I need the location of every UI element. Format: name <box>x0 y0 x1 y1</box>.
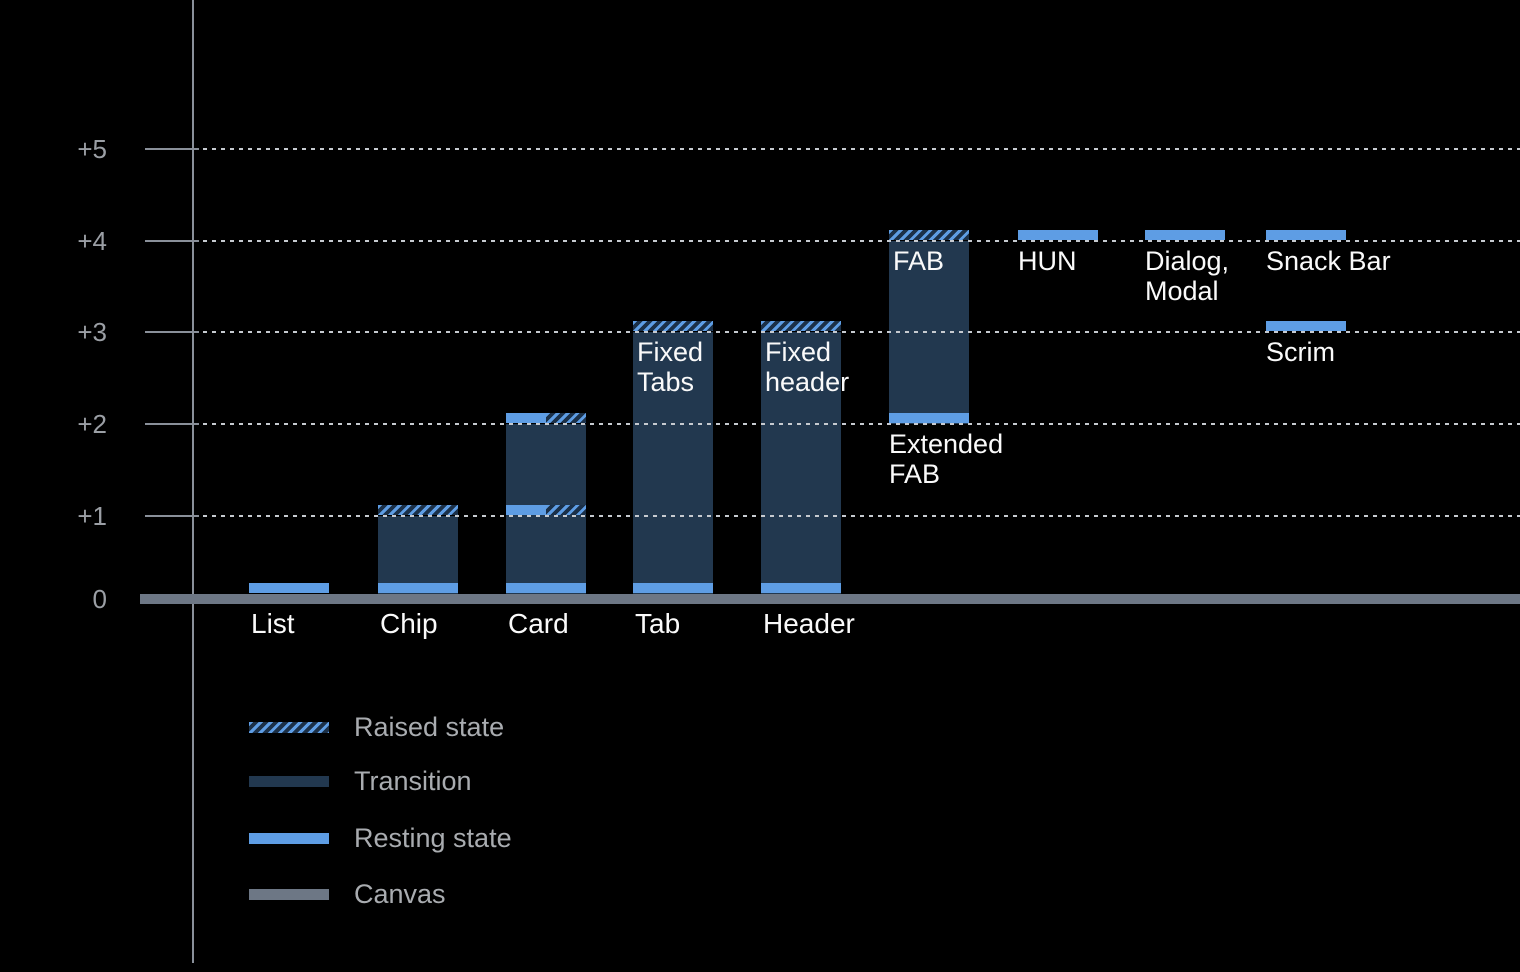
bar-hun-label: HUN <box>1018 246 1077 276</box>
bar-dialog-modal-resting-strip <box>1145 230 1225 240</box>
y-axis-tick <box>145 148 199 150</box>
bar-header-raised-strip <box>761 321 841 331</box>
gridline-level-1 <box>203 515 1520 517</box>
y-axis-tick <box>145 423 199 425</box>
bar-card-split-strip <box>506 505 586 515</box>
y-tick-label: +5 <box>77 134 107 164</box>
x-axis-label-header: Header <box>763 608 855 639</box>
legend-label-transition: Transition <box>354 765 472 796</box>
bar-list-resting-strip <box>249 583 329 593</box>
raised-half <box>546 505 586 515</box>
y-tick-label: 0 <box>92 584 107 614</box>
x-axis-label-chip: Chip <box>380 608 438 639</box>
bar-chip-raised-strip <box>378 505 458 515</box>
legend-label-resting: Resting state <box>354 822 512 853</box>
canvas-line <box>140 594 1520 604</box>
gridline-level-2 <box>203 423 1520 425</box>
x-axis-label-list: List <box>251 608 295 639</box>
y-tick-label: +2 <box>77 409 107 439</box>
bar-fab-resting-strip <box>889 413 969 423</box>
bar-dialog-modal-label: Dialog, Modal <box>1145 246 1230 306</box>
bar-hun-resting-strip <box>1018 230 1098 240</box>
legend-label-raised: Raised state <box>354 711 505 742</box>
legend-item-canvas: Canvas <box>249 879 446 909</box>
y-axis-line <box>192 0 194 963</box>
gridline-level-4 <box>203 240 1520 242</box>
bar-header-transition <box>761 332 841 594</box>
legend: Raised state Transition Resting state Canva… <box>249 712 889 922</box>
bar-tab-raised-strip <box>633 321 713 331</box>
legend-item-resting: Resting state <box>249 823 512 853</box>
y-tick-label: +3 <box>77 317 107 347</box>
gridline-level-3 <box>203 331 1520 333</box>
y-tick-label: +4 <box>77 226 107 256</box>
legend-label-canvas: Canvas <box>354 878 446 909</box>
gridline-level-5 <box>203 148 1520 150</box>
bar-fab-raised-strip <box>889 230 969 240</box>
bar-tab-inner-label: Fixed Tabs <box>637 337 704 397</box>
bar-tab-transition <box>633 332 713 594</box>
y-axis-tick <box>145 331 199 333</box>
bar-card-resting-strip <box>506 583 586 593</box>
x-axis-label-tab: Tab <box>635 608 681 639</box>
bar-fab-inner-label: FAB <box>893 246 945 276</box>
bar-header-inner-label: Fixed header <box>765 337 850 397</box>
y-axis-tick <box>145 240 199 242</box>
bar-tab-resting-strip <box>633 583 713 593</box>
bar-fab-label: Extended FAB <box>889 429 1004 489</box>
raised-half <box>546 413 586 423</box>
resting-half <box>506 413 546 423</box>
legend-swatch-raised <box>249 721 329 733</box>
bar-card-split-strip <box>506 413 586 423</box>
bar-chip-resting-strip <box>378 583 458 593</box>
bar-chip-transition <box>378 516 458 594</box>
legend-item-raised: Raised state <box>249 712 504 742</box>
x-axis-label-card: Card <box>508 608 569 639</box>
y-axis-tick <box>145 515 199 517</box>
legend-swatch-resting <box>249 832 329 844</box>
bar-header-resting-strip <box>761 583 841 593</box>
legend-item-transition: Transition <box>249 766 472 796</box>
bar-scrim-label: Scrim <box>1266 337 1335 367</box>
legend-swatch-canvas <box>249 888 329 900</box>
bar-scrim-resting-strip <box>1266 321 1346 331</box>
y-tick-label: +1 <box>77 501 107 531</box>
legend-swatch-transition <box>249 775 329 787</box>
bar-snack-bar-label: Snack Bar <box>1266 246 1391 276</box>
resting-half <box>506 505 546 515</box>
bar-snack-bar-resting-strip <box>1266 230 1346 240</box>
